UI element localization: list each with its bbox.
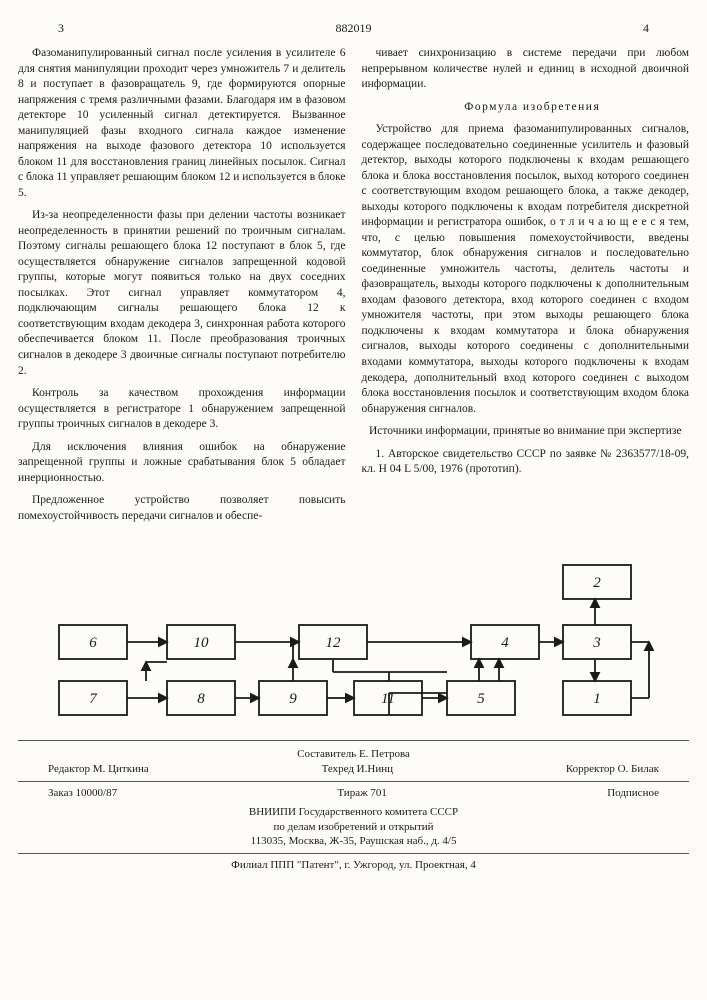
para: Контроль за качеством прохождения информ…: [18, 386, 346, 433]
footer-org1: ВНИИПИ Государственного комитета СССР: [18, 805, 689, 820]
footer-tirazh: Тираж 701: [337, 786, 387, 801]
page-header: 3 882019 4: [18, 20, 689, 36]
footer-podpisnoe: Подписное: [607, 786, 659, 801]
svg-text:12: 12: [325, 635, 341, 651]
footer-techred: Техред И.Нинц: [322, 762, 393, 777]
svg-text:6: 6: [89, 635, 97, 651]
para: Из-за неопределенности фазы при делении …: [18, 208, 346, 379]
footer-editor: Редактор М. Циткина: [48, 762, 149, 777]
footer-order: Заказ 10000/87: [48, 786, 117, 801]
para: Для исключения влияния ошибок на обнаруж…: [18, 440, 346, 487]
patent-number: 882019: [336, 21, 372, 35]
para: чивает синхронизацию в системе передачи …: [362, 46, 690, 93]
body-columns: Фазоманипулированный сигнал после усилен…: [18, 46, 689, 531]
footer-org2: по делам изобретений и открытий: [18, 820, 689, 835]
page-num-right: 4: [643, 20, 649, 36]
formula-heading: Формула изобретения: [362, 100, 690, 116]
right-column: чивает синхронизацию в системе передачи …: [362, 46, 690, 531]
svg-text:8: 8: [197, 691, 205, 707]
footer: Составитель Е. Петрова Редактор М. Цитки…: [18, 740, 689, 873]
svg-text:7: 7: [89, 691, 98, 707]
para: Предложенное устройство позволяет повыси…: [18, 493, 346, 524]
para: Устройство для приема фазоманипулированн…: [362, 122, 690, 417]
svg-text:5: 5: [477, 691, 485, 707]
sources-heading: Источники информации, принятые во вниман…: [362, 424, 690, 440]
svg-text:1: 1: [593, 691, 601, 707]
svg-text:3: 3: [592, 635, 601, 651]
footer-compiler: Составитель Е. Петрова: [18, 747, 689, 762]
svg-text:4: 4: [501, 635, 509, 651]
para: Фазоманипулированный сигнал после усилен…: [18, 46, 346, 201]
block-diagram: 671089121154321: [39, 545, 669, 730]
footer-branch: Филиал ППП "Патент", г. Ужгород, ул. Про…: [18, 858, 689, 873]
svg-text:9: 9: [289, 691, 297, 707]
footer-corrector: Корректор О. Билак: [566, 762, 659, 777]
svg-text:2: 2: [593, 575, 601, 591]
page-num-left: 3: [58, 20, 64, 36]
svg-text:10: 10: [193, 635, 209, 651]
para: 1. Авторское свидетельство СССР по заявк…: [362, 447, 690, 478]
left-column: Фазоманипулированный сигнал после усилен…: [18, 46, 346, 531]
footer-addr1: 113035, Москва, Ж-35, Раушская наб., д. …: [18, 834, 689, 849]
